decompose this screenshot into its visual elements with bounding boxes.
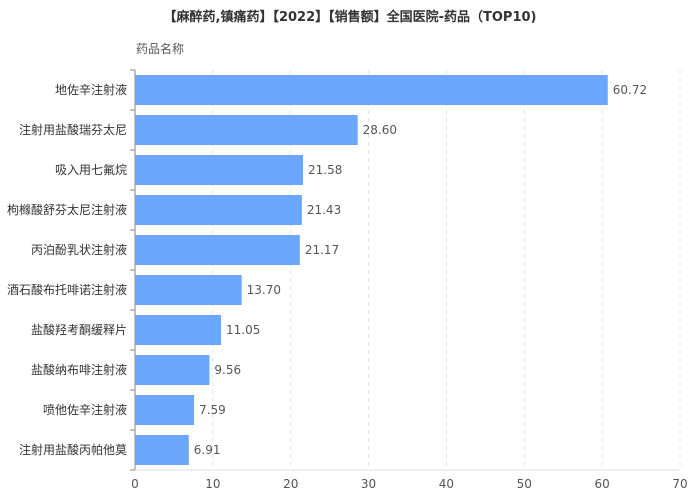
data-label: 7.59 xyxy=(199,403,226,417)
x-tick-label: 20 xyxy=(283,477,298,491)
bar xyxy=(135,155,304,185)
data-label: 11.05 xyxy=(226,323,260,337)
data-label: 13.70 xyxy=(247,283,281,297)
bar xyxy=(135,115,358,145)
bar xyxy=(135,315,222,345)
category-label: 注射用盐酸丙帕他莫 xyxy=(19,442,127,457)
category-label: 注射用盐酸瑞芬太尼 xyxy=(19,122,127,137)
category-label: 盐酸羟考酮缓释片 xyxy=(31,322,127,337)
x-tick-label: 60 xyxy=(595,477,610,491)
x-tick-label: 40 xyxy=(439,477,454,491)
bar xyxy=(135,275,242,305)
bar xyxy=(135,75,608,105)
category-label: 枸橼酸舒芬太尼注射液 xyxy=(7,202,127,217)
bar xyxy=(135,435,189,465)
x-tick-label: 10 xyxy=(205,477,220,491)
data-label: 28.60 xyxy=(363,123,397,137)
bar xyxy=(135,355,210,385)
x-tick-label: 50 xyxy=(517,477,532,491)
bar xyxy=(135,235,300,265)
data-label: 60.72 xyxy=(613,83,647,97)
x-tick-label: 70 xyxy=(672,477,687,491)
bar xyxy=(135,195,302,225)
category-label: 丙泊酚乳状注射液 xyxy=(31,242,127,257)
x-tick-label: 0 xyxy=(131,477,139,491)
data-label: 21.58 xyxy=(308,163,342,177)
data-label: 9.56 xyxy=(214,363,241,377)
data-label: 6.91 xyxy=(194,443,221,457)
category-label: 盐酸纳布啡注射液 xyxy=(31,362,127,377)
chart-title: 【麻醉药,镇痛药】【2022】【销售额】全国医院-药品（TOP10) xyxy=(163,10,537,25)
category-label: 喷他佐辛注射液 xyxy=(43,402,127,417)
category-label: 酒石酸布托啡诺注射液 xyxy=(7,282,127,297)
x-tick-label: 30 xyxy=(361,477,376,491)
data-label: 21.43 xyxy=(307,203,341,217)
data-label: 21.17 xyxy=(305,243,339,257)
bar xyxy=(135,395,195,425)
category-label: 吸入用七氟烷 xyxy=(55,163,127,177)
y-axis-name: 药品名称 xyxy=(136,42,185,56)
category-label: 地佐辛注射液 xyxy=(55,82,127,97)
